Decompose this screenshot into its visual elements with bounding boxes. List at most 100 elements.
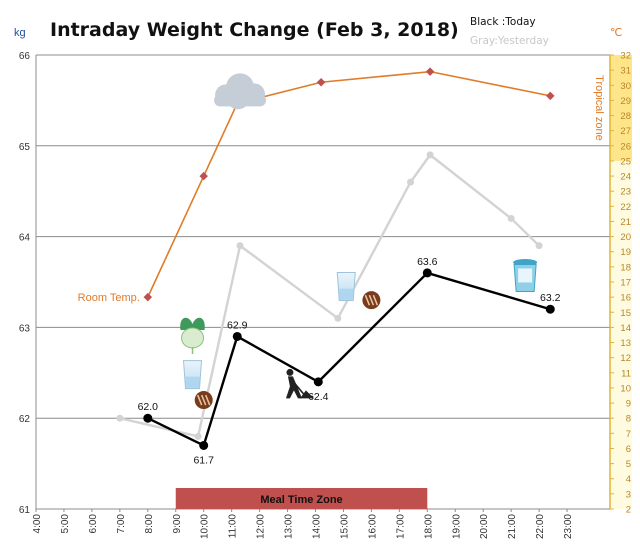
y2-tick-label: 22 (620, 202, 631, 213)
today-line (147, 271, 551, 447)
yesterday-point (535, 242, 543, 250)
x-tick-label: 19:00 (451, 514, 462, 539)
data-label: 62.4 (308, 391, 329, 403)
y2-tick-label: 9 (626, 399, 631, 410)
y2-tick-label: 11 (621, 368, 631, 379)
x-tick-label: 21:00 (507, 514, 518, 539)
today-point (545, 304, 555, 314)
glass-water (185, 376, 200, 388)
y2-tick-label: 12 (620, 353, 631, 364)
x-tick-label: 23:00 (563, 514, 574, 539)
x-tick-label: 17:00 (395, 514, 406, 539)
room-temp-line (147, 70, 551, 298)
bread-icon (362, 291, 381, 310)
radish-leaves (180, 317, 205, 330)
x-tick-label: 4:00 (32, 514, 43, 534)
x-tick-label: 15:00 (339, 514, 350, 539)
y-tick-label: 65 (19, 142, 31, 153)
data-label: 62.0 (138, 401, 159, 413)
yesterday-point (507, 214, 515, 222)
tropical-zone-label: Tropical zone (593, 75, 605, 141)
y2-axis-unit: ℃ (610, 27, 622, 39)
room-temp-point (143, 292, 153, 302)
x-tick-label: 8:00 (144, 514, 155, 534)
x-tick-label: 12:00 (256, 514, 267, 539)
y2-tick-label: 26 (620, 141, 631, 152)
y2-tick-label: 32 (620, 51, 631, 62)
yesterday-line (119, 153, 540, 438)
trash-can-icon (513, 258, 538, 292)
cloud-base (214, 94, 267, 107)
y2-tick-label: 5 (626, 459, 631, 470)
y2-tick-label: 18 (620, 262, 631, 273)
y2-tick-label: 14 (620, 323, 631, 334)
y2-tick-label: 30 (620, 81, 631, 92)
gardener-head (286, 368, 294, 376)
chart-title: Intraday Weight Change (Feb 3, 2018) (50, 19, 459, 41)
bread-score (201, 394, 207, 406)
y2-tick-label: 23 (620, 187, 631, 198)
water-glass-icon (182, 360, 203, 390)
water-glass-icon (336, 272, 356, 302)
x-tick-label: 22:00 (535, 514, 546, 539)
x-tick-label: 13:00 (284, 514, 295, 539)
bread-score (197, 394, 203, 406)
data-label: 63.6 (417, 256, 438, 268)
y2-tick-label: 19 (620, 247, 631, 258)
data-label: 63.2 (540, 292, 561, 304)
room-temp-point (316, 77, 326, 87)
y2-tick-label: 24 (620, 172, 631, 183)
y-tick-label: 64 (19, 233, 31, 244)
y-tick-label: 63 (19, 323, 31, 334)
room-temp-point (546, 91, 555, 101)
legend-yesterday: Gray:Yesterday (470, 35, 549, 47)
y2-tick-label: 27 (620, 126, 631, 137)
x-tick-label: 16:00 (367, 514, 378, 539)
meal-time-zone-label: Meal Time Zone (260, 494, 342, 506)
y2-tick-label: 13 (620, 338, 631, 349)
today-point (199, 440, 209, 450)
y-axis-unit: kg (14, 27, 26, 39)
yesterday-point (426, 151, 434, 159)
x-tick-label: 7:00 (116, 514, 127, 534)
y2-tick-label: 10 (620, 383, 631, 394)
shovel (293, 381, 305, 395)
y2-tick-label: 28 (620, 111, 631, 122)
y2-tick-label: 25 (620, 156, 631, 167)
x-tick-label: 10:00 (200, 514, 211, 539)
cloud-icon (214, 73, 267, 110)
bread-score (372, 294, 379, 306)
y2-tick-label: 17 (620, 278, 631, 289)
gardener-body (285, 376, 302, 399)
yesterday-point (334, 314, 342, 322)
bread-icon (194, 391, 213, 410)
data-label: 61.7 (193, 454, 214, 466)
legend-today: Black :Today (470, 16, 536, 28)
x-tick-label: 20:00 (479, 514, 490, 539)
temperature-axis-band (610, 55, 632, 509)
glass-water (339, 288, 354, 300)
tropical-zone-band (610, 55, 632, 161)
yesterday-point (407, 178, 415, 186)
y2-tick-label: 21 (620, 217, 631, 228)
y2-tick-label: 4 (626, 474, 631, 485)
gardening-icon (285, 368, 314, 399)
y2-tick-label: 3 (626, 489, 631, 500)
y2-tick-label: 16 (620, 293, 631, 304)
y-tick-label: 62 (19, 414, 31, 425)
y2-tick-label: 6 (626, 444, 631, 455)
yesterday-point (194, 432, 202, 440)
meal-time-zone-bar (175, 488, 428, 509)
y2-tick-label: 2 (626, 505, 631, 516)
y-tick-label: 66 (19, 51, 31, 62)
x-tick-label: 5:00 (60, 514, 71, 534)
y-tick-label: 61 (19, 505, 31, 516)
today-point (313, 377, 323, 387)
bread-score (364, 294, 371, 306)
radish-icon (180, 317, 205, 354)
y2-tick-label: 20 (620, 232, 631, 243)
soil-mound (299, 390, 314, 399)
x-tick-label: 14:00 (312, 514, 323, 539)
x-tick-label: 6:00 (88, 514, 99, 534)
